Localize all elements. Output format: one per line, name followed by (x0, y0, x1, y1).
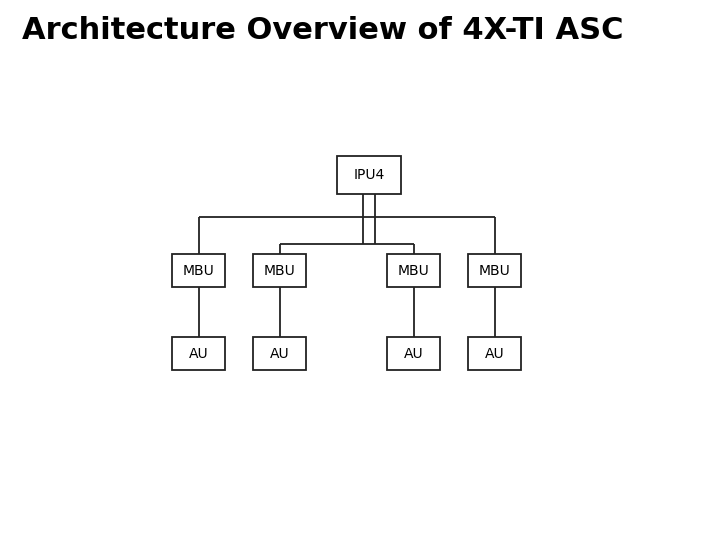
Text: AU: AU (270, 347, 289, 361)
FancyBboxPatch shape (253, 337, 306, 370)
FancyBboxPatch shape (468, 337, 521, 370)
FancyBboxPatch shape (172, 337, 225, 370)
Text: IPU4: IPU4 (354, 168, 384, 182)
Text: AU: AU (485, 347, 505, 361)
Text: MBU: MBU (183, 264, 215, 278)
FancyBboxPatch shape (253, 254, 306, 287)
Text: AU: AU (404, 347, 423, 361)
Text: MBU: MBU (479, 264, 510, 278)
Text: MBU: MBU (264, 264, 296, 278)
Text: AU: AU (189, 347, 209, 361)
FancyBboxPatch shape (387, 337, 440, 370)
FancyBboxPatch shape (468, 254, 521, 287)
Text: MBU: MBU (397, 264, 430, 278)
FancyBboxPatch shape (337, 156, 401, 194)
FancyBboxPatch shape (387, 254, 440, 287)
FancyBboxPatch shape (172, 254, 225, 287)
Text: Architecture Overview of 4X-TI ASC: Architecture Overview of 4X-TI ASC (22, 16, 623, 45)
